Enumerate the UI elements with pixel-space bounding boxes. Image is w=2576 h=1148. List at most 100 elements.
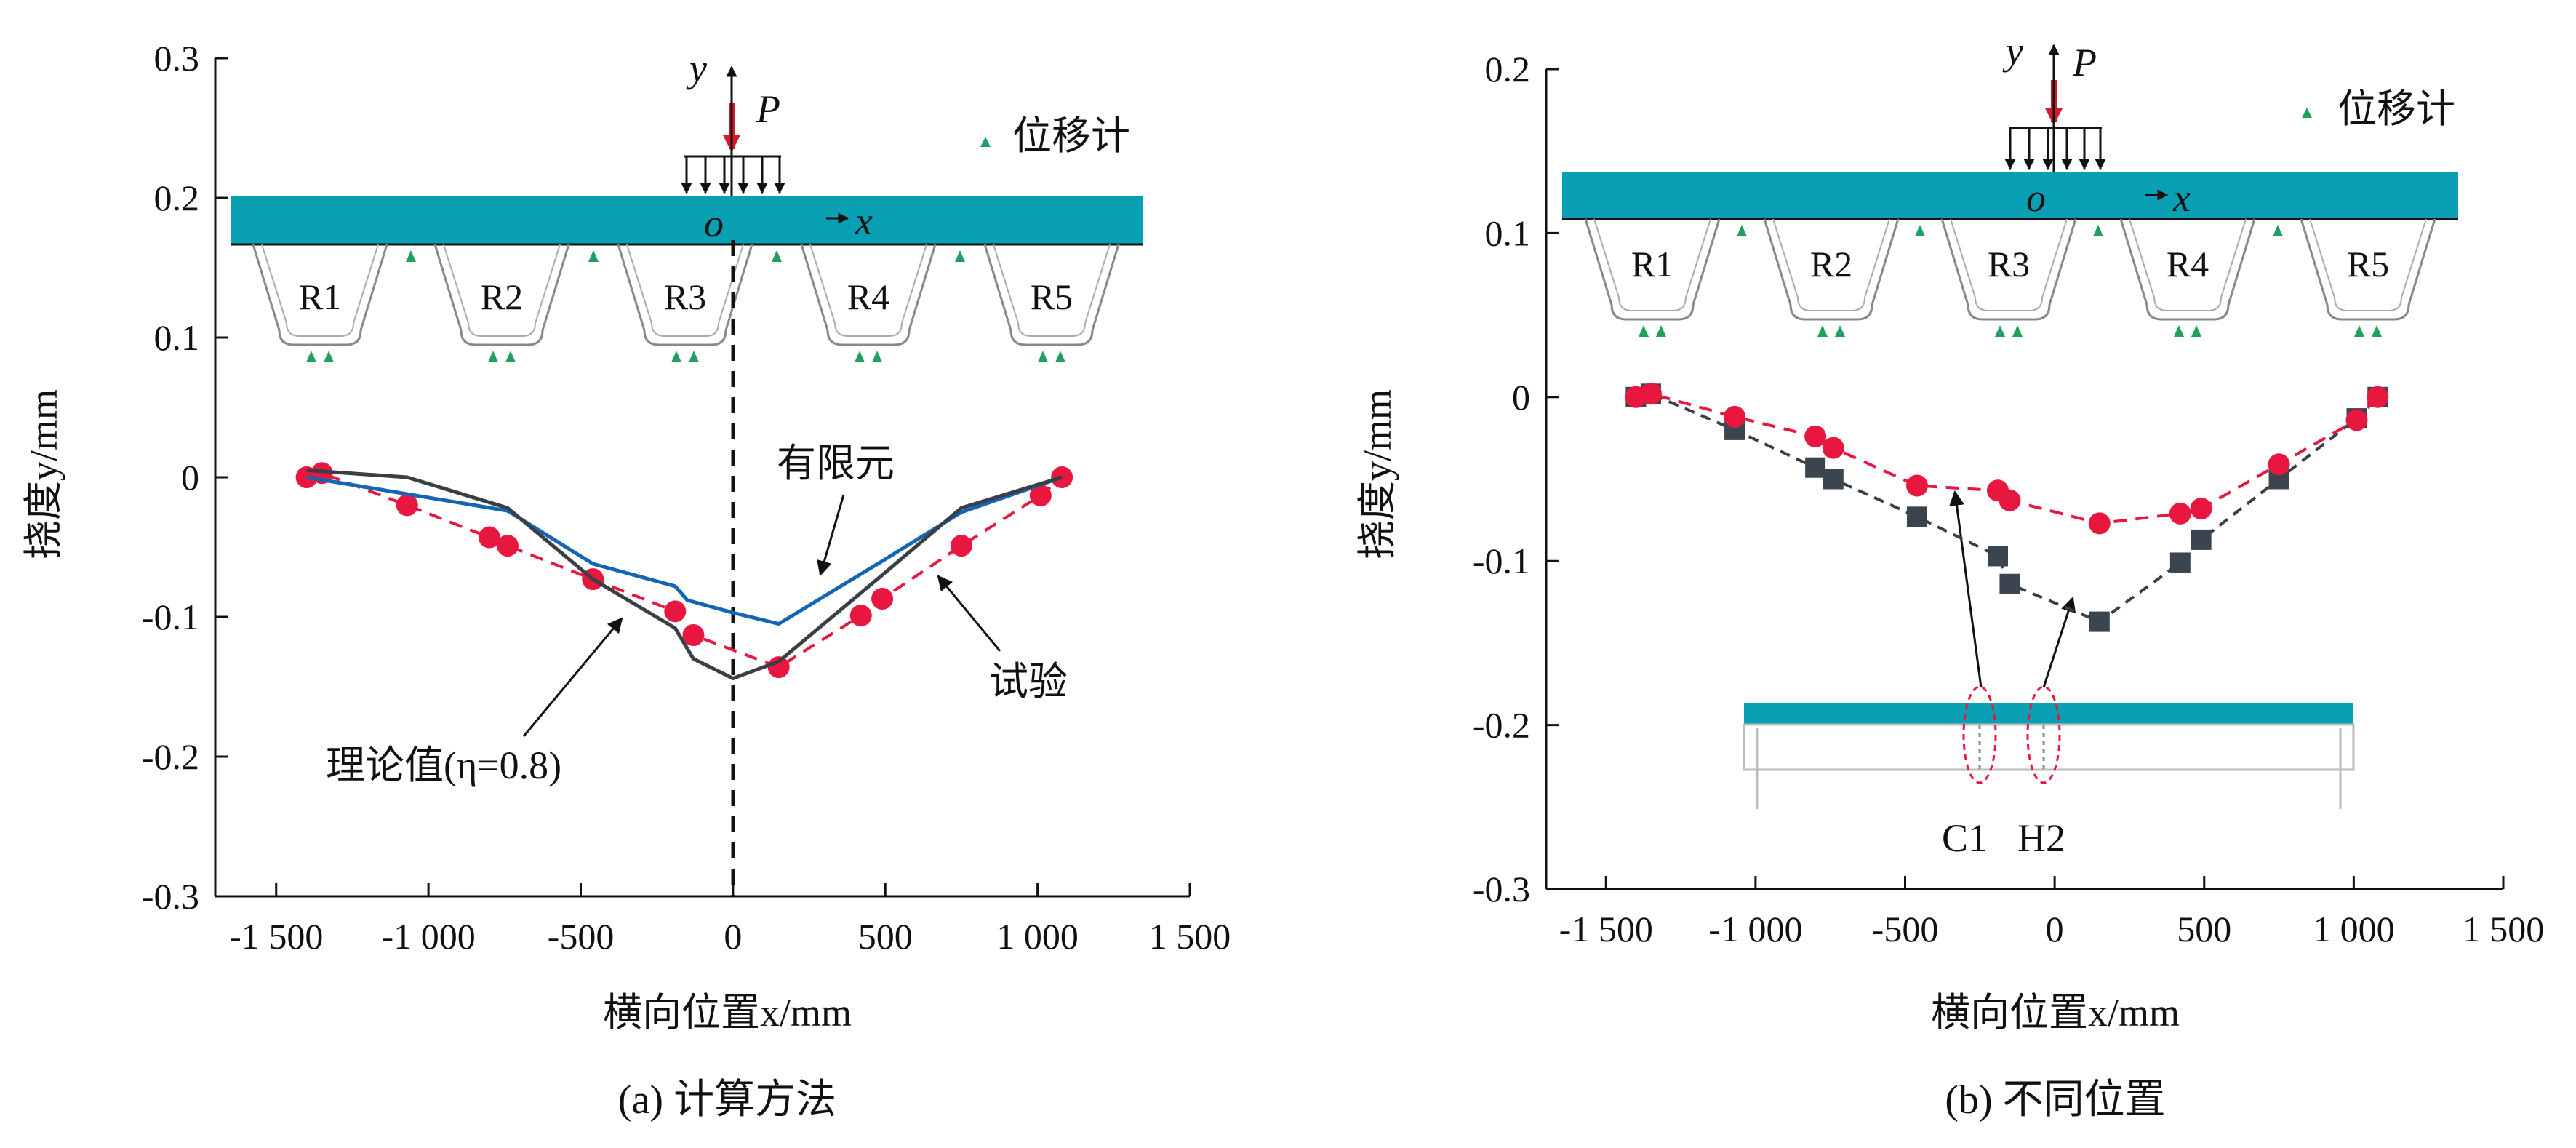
gauge-marker bbox=[855, 351, 865, 362]
h2-highlight-ellipse bbox=[2026, 685, 2061, 784]
axis-label-y: y bbox=[686, 47, 707, 90]
data-point bbox=[1905, 474, 1928, 497]
panel-b-schematic: R1 R2 R3 R4 R5 P y o x 位移计 bbox=[1562, 29, 2458, 337]
legend-gauge-marker bbox=[980, 137, 991, 147]
deck-plate bbox=[1562, 172, 2458, 219]
c1-highlight-ellipse bbox=[1962, 685, 1997, 784]
gauge-marker bbox=[1915, 225, 1925, 236]
rib-label: R1 bbox=[299, 276, 341, 317]
panel-b: 0.2 0.1 0 -0.1 -0.2 -0.3 -1 500 -1 000 -500 0 500 1… bbox=[1356, 29, 2544, 1123]
x-tick-label: -500 bbox=[548, 916, 615, 957]
rib-label: R1 bbox=[1631, 244, 1673, 284]
rib-r3: R3 bbox=[617, 244, 753, 346]
data-point bbox=[1999, 489, 2021, 511]
gauge-marker bbox=[2174, 325, 2184, 337]
panel-a-schematic: R1 R2 R3 R4 R5 P y o x 位移计 bbox=[231, 47, 1143, 362]
y-tick-label: 0.1 bbox=[154, 317, 200, 358]
panel-a: 0.3 0.2 0.1 0 -0.1 -0.2 -0.3 -1 500 -1 000 -500 0 5… bbox=[22, 38, 1231, 1123]
panel-a-axes: 0.3 0.2 0.1 0 -0.1 -0.2 -0.3 -1 500 -1 000 -500 0 5… bbox=[142, 38, 1231, 957]
gauge-marker bbox=[955, 250, 965, 262]
series-line bbox=[1635, 392, 2379, 525]
rib-outline bbox=[1584, 218, 1721, 321]
rib-r2: R2 bbox=[1763, 218, 1900, 321]
y-tick-label: 0.2 bbox=[154, 178, 200, 218]
data-point bbox=[1822, 437, 1844, 459]
data-point bbox=[664, 600, 687, 623]
x-tick-label: -1 500 bbox=[1559, 909, 1653, 949]
y-tick-label: -0.1 bbox=[142, 597, 199, 637]
fem-annotation: 有限元 bbox=[777, 442, 895, 485]
panel-b-series bbox=[1625, 383, 2389, 632]
rib-label: R2 bbox=[481, 276, 523, 317]
gauge-marker bbox=[1656, 325, 1666, 337]
data-point bbox=[1906, 506, 1927, 527]
origin-label: o bbox=[2026, 176, 2046, 220]
data-point bbox=[2089, 611, 2110, 632]
gauge-marker bbox=[2273, 225, 2283, 236]
x-tick-label: 1 000 bbox=[996, 916, 1079, 957]
data-point bbox=[1805, 457, 1826, 478]
load-label-p: P bbox=[756, 87, 780, 131]
rib-label: R4 bbox=[2167, 244, 2209, 284]
data-point bbox=[2088, 512, 2111, 535]
x-tick-label: -1 000 bbox=[382, 916, 476, 957]
series-line bbox=[306, 468, 1063, 680]
rib-outline bbox=[2300, 218, 2436, 321]
data-point bbox=[950, 535, 972, 557]
rib-inner-outline bbox=[2309, 218, 2427, 311]
panel-b-caption: (b) 不同位置 bbox=[1945, 1077, 2165, 1123]
rib-r4: R4 bbox=[2119, 218, 2256, 321]
y-tick-label: 0 bbox=[1512, 377, 1530, 418]
rib-label: R5 bbox=[1031, 276, 1073, 317]
axis-label-x: x bbox=[2172, 176, 2191, 220]
rib-outline bbox=[983, 244, 1120, 346]
gauge-marker bbox=[306, 351, 316, 362]
test-annotation: 试验 bbox=[989, 660, 1068, 703]
y-tick-label: 0.1 bbox=[1485, 212, 1531, 253]
rib-r1: R1 bbox=[252, 244, 388, 346]
theory-annotation-arrow bbox=[522, 617, 623, 737]
section-outline bbox=[1743, 723, 2355, 771]
panel-a-annotations: 有限元 试验 理论值(η=0.8) bbox=[326, 442, 1068, 787]
rib-r5: R5 bbox=[2300, 218, 2436, 321]
axis-label-x: x bbox=[855, 199, 873, 243]
gauge-marker bbox=[2093, 225, 2103, 236]
data-point bbox=[2191, 529, 2212, 550]
y-tick-label: -0.1 bbox=[1473, 541, 1530, 581]
data-point bbox=[2268, 453, 2290, 476]
y-tick-label: -0.3 bbox=[142, 876, 199, 917]
y-tick-label: 0 bbox=[181, 457, 199, 498]
section-sketch: C1 H2 bbox=[1743, 490, 2355, 860]
data-point bbox=[2169, 552, 2191, 573]
gauge-marker bbox=[1835, 325, 1845, 337]
series-theory bbox=[306, 468, 1063, 680]
gauge-marker bbox=[689, 351, 699, 362]
gauge-marker bbox=[1639, 325, 1649, 337]
data-point bbox=[396, 494, 418, 517]
h2-arrow bbox=[2042, 597, 2076, 688]
rib-inner-outline bbox=[261, 244, 379, 337]
series-c1 bbox=[1625, 383, 2389, 535]
rib-inner-outline bbox=[1593, 218, 1711, 311]
gauge-markers bbox=[1639, 225, 2382, 337]
gauge-marker bbox=[1817, 325, 1828, 337]
panel-b-ylabel: 挠度y/mm bbox=[1356, 389, 1399, 559]
gauge-marker bbox=[772, 250, 782, 262]
rib-outline bbox=[433, 244, 570, 346]
gauge-marker bbox=[1038, 351, 1048, 362]
panel-b-xlabel: 横向位置x/mm bbox=[1931, 991, 2180, 1035]
data-point bbox=[1724, 405, 1746, 428]
panel-b-axes: 0.2 0.1 0 -0.1 -0.2 -0.3 -1 500 -1 000 -500 0 500 1… bbox=[1473, 49, 2544, 949]
y-tick-label: -0.3 bbox=[1473, 869, 1530, 909]
axis-label-y: y bbox=[2002, 29, 2023, 73]
x-tick-label: 0 bbox=[724, 916, 742, 957]
rib-outline bbox=[2119, 218, 2256, 321]
test-annotation-arrow bbox=[937, 575, 1001, 652]
y-tick-label: -0.2 bbox=[142, 736, 199, 777]
fem-annotation-arrow bbox=[817, 494, 845, 577]
distributed-load bbox=[2004, 127, 2106, 170]
rib-outline bbox=[252, 244, 388, 346]
legend-gauge-label: 位移计 bbox=[2337, 87, 2455, 131]
rib-inner-outline bbox=[626, 244, 744, 337]
